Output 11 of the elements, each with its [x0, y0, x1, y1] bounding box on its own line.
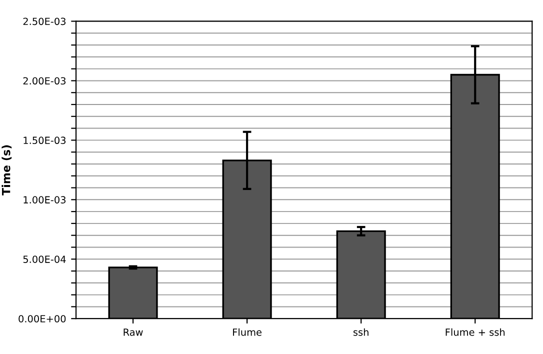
y-axis-title: Time (s): [2, 145, 12, 196]
x-tick-label: Flume + ssh: [446, 328, 505, 336]
y-tick-label: 0.00E+00: [18, 315, 66, 322]
y-tick-label: 2.50E-03: [23, 18, 66, 26]
x-tick-label: Raw: [124, 328, 143, 336]
y-tick-label: 5.00E-04: [23, 256, 66, 263]
x-tick-label: ssh: [353, 328, 368, 336]
y-tick-label: 1.50E-03: [24, 136, 66, 144]
y-tick-label: 1.00E-03: [24, 196, 66, 204]
y-tick-label: 2.00E-03: [23, 77, 66, 85]
x-tick-label: Flume: [233, 328, 262, 336]
